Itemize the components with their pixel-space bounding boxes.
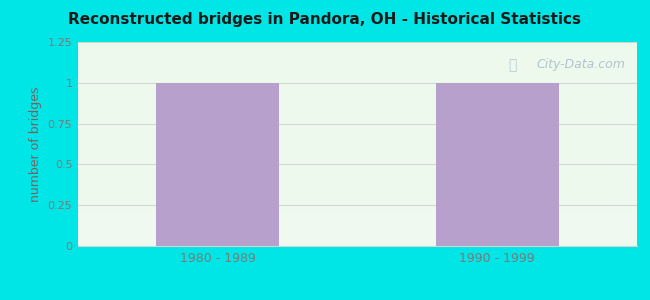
Text: City-Data.com: City-Data.com <box>537 58 626 71</box>
Text: Ⓡ: Ⓡ <box>508 58 517 72</box>
Bar <box>436 83 559 246</box>
Text: Reconstructed bridges in Pandora, OH - Historical Statistics: Reconstructed bridges in Pandora, OH - H… <box>68 12 582 27</box>
Y-axis label: number of bridges: number of bridges <box>29 86 42 202</box>
Bar <box>156 83 280 246</box>
